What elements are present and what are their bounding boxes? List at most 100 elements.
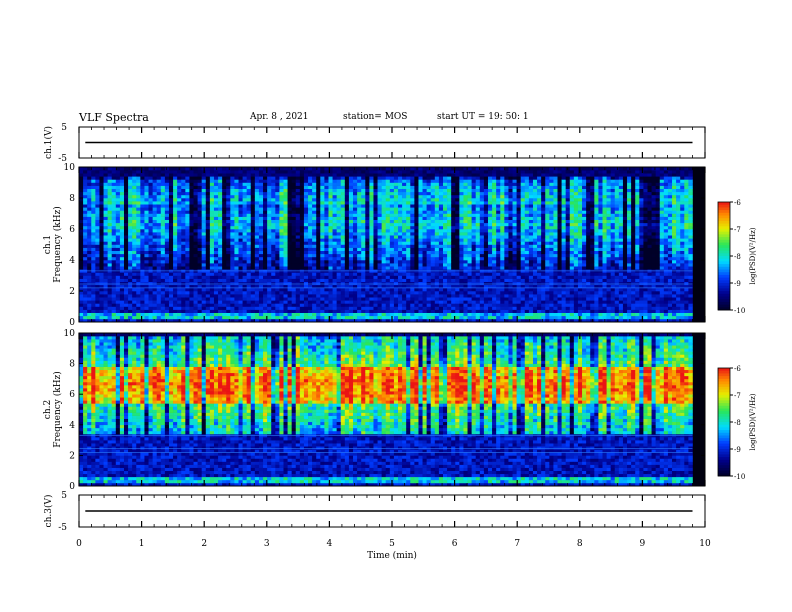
x-tick-label: 5 (389, 539, 395, 549)
colorbar-cell (718, 210, 730, 214)
y-tick-label: 4 (69, 256, 75, 266)
colorbar-cell (718, 218, 730, 222)
colorbar-cell (718, 392, 730, 396)
colorbar-cell (718, 256, 730, 260)
colorbar-cell (718, 411, 730, 415)
colorbar-cell (718, 296, 730, 300)
x-tick-label: 10 (699, 539, 711, 549)
colorbar-cell (718, 384, 730, 388)
x-tick-label: 7 (514, 539, 520, 549)
colorbar-tick-label: -9 (734, 280, 741, 288)
colorbar-cell (718, 237, 730, 241)
colorbar-cell (718, 229, 730, 233)
colorbar-cell (718, 250, 730, 254)
colorbar-cell (718, 459, 730, 463)
colorbar-cell (718, 215, 730, 219)
colorbar-cell (718, 274, 730, 278)
colorbar-cell (718, 408, 730, 412)
y-axis-label: ch.3(V) (43, 495, 54, 528)
colorbar-cell (718, 269, 730, 273)
colorbar-cell (718, 220, 730, 224)
y-tick-label: 8 (69, 360, 75, 370)
x-tick-label: 3 (264, 539, 270, 549)
colorbar-cell (718, 304, 730, 308)
x-tick-label: 2 (201, 539, 207, 549)
y-tick-label: 2 (69, 451, 75, 461)
colorbar-cell (718, 277, 730, 281)
colorbar-cell (718, 435, 730, 439)
colorbar-cell (718, 378, 730, 382)
colorbar-cell (718, 395, 730, 399)
colorbar-cell (718, 226, 730, 230)
colorbar-cell (718, 443, 730, 447)
colorbar-cell (718, 283, 730, 287)
colorbar-tick-label: -8 (734, 419, 741, 427)
y-tick-label: 8 (69, 194, 75, 204)
figure-title: VLF Spectra (79, 111, 149, 124)
colorbar-cell (718, 449, 730, 453)
colorbar-cell (718, 419, 730, 423)
colorbar-cell (718, 454, 730, 458)
colorbar-cell (718, 291, 730, 295)
y-axis-label: ch.2Frequency (kHz) (43, 371, 63, 448)
x-axis-label: Time (min) (367, 550, 417, 561)
colorbar-cell (718, 427, 730, 431)
colorbar-cell (718, 264, 730, 268)
colorbar-cell (718, 473, 730, 477)
colorbar-cell (718, 422, 730, 426)
y-tick-label: -5 (58, 523, 67, 533)
y-tick-label: 6 (69, 225, 75, 235)
colorbar-label: log(PSD)(V²/Hz) (749, 393, 757, 450)
y-tick-label: 10 (64, 329, 76, 339)
colorbar-cell (718, 438, 730, 442)
colorbar-cell (718, 440, 730, 444)
y-tick-label: 6 (69, 390, 75, 400)
y-tick-label: 10 (64, 163, 76, 173)
colorbar-cell (718, 373, 730, 377)
colorbar-cell (718, 247, 730, 251)
y-tick-label: 0 (69, 482, 75, 492)
colorbar-cell (718, 470, 730, 474)
colorbar-cell (718, 381, 730, 385)
colorbar-cell (718, 285, 730, 289)
station-label: station= MOS (343, 112, 408, 122)
colorbar-tick-label: -6 (734, 199, 741, 207)
x-tick-label: 6 (452, 539, 458, 549)
y-tick-label: 5 (61, 491, 67, 501)
colorbar-cell (718, 397, 730, 401)
colorbar-cell (718, 242, 730, 246)
y-tick-label: 0 (69, 318, 75, 328)
colorbar-cell (718, 299, 730, 303)
colorbar-cell (718, 245, 730, 249)
colorbar-cell (718, 223, 730, 227)
colorbar-cell (718, 465, 730, 469)
x-tick-label: 9 (640, 539, 646, 549)
colorbar-cell (718, 462, 730, 466)
x-tick-label: 0 (76, 539, 82, 549)
colorbar-cell (718, 288, 730, 292)
colorbar-cell (718, 446, 730, 450)
colorbar-cell (718, 467, 730, 471)
colorbar-cell (718, 207, 730, 211)
colorbar-cell (718, 204, 730, 208)
spectrogram-ch1-image (78, 166, 706, 323)
x-tick-label: 1 (139, 539, 145, 549)
x-tick-label: 8 (577, 539, 583, 549)
colorbar-cell (718, 389, 730, 393)
colorbar-tick-label: -7 (734, 392, 741, 400)
colorbar-cell (718, 307, 730, 311)
colorbar-cell (718, 413, 730, 417)
colorbar-cell (718, 400, 730, 404)
colorbar-cell (718, 202, 730, 206)
colorbar-cell (718, 432, 730, 436)
colorbar-tick-label: -6 (734, 365, 741, 373)
colorbar-cell (718, 370, 730, 374)
y-axis-label: ch.1(V) (43, 126, 54, 159)
colorbar-cell (718, 234, 730, 238)
colorbar-cell (718, 266, 730, 270)
colorbar-cell (718, 258, 730, 262)
colorbar-tick-label: -9 (734, 446, 741, 454)
colorbar-cell (718, 386, 730, 390)
colorbar-cell (718, 280, 730, 284)
y-tick-label: 2 (69, 287, 75, 297)
